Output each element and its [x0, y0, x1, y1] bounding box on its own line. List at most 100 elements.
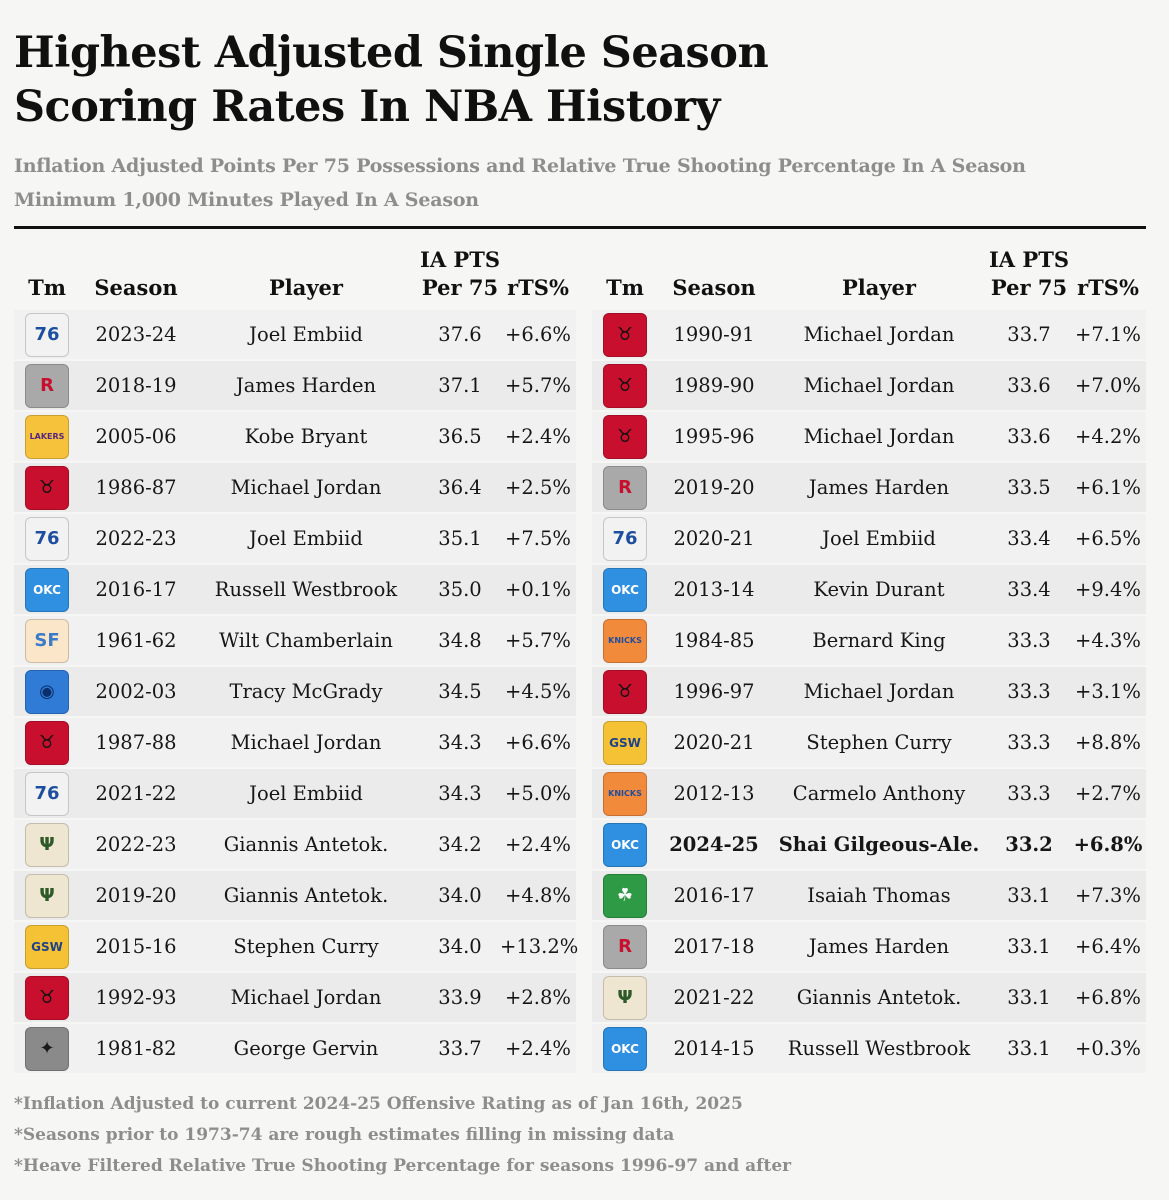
pts-cell: 37.1	[420, 361, 500, 410]
col-season-header: Season	[672, 275, 756, 300]
player-cell: James Harden	[192, 361, 420, 410]
team-cell: ♉	[14, 718, 80, 767]
player-cell: Giannis Antetok.	[192, 820, 420, 869]
team-logo-icon: ◉	[25, 669, 69, 714]
team-cell: OKC	[592, 1024, 658, 1073]
col-player-header: Player	[268, 275, 343, 300]
team-logo-mark: KNICKS	[608, 788, 642, 798]
col-pts-header-line-2: Per 75	[421, 275, 499, 300]
pts-cell: 33.7	[988, 310, 1070, 359]
pts-cell: 35.0	[420, 565, 500, 614]
season-cell: 2018-19	[80, 361, 192, 410]
rts-cell: +2.8%	[500, 973, 576, 1022]
team-cell: ♉	[592, 310, 658, 359]
team-cell: Ψ	[592, 973, 658, 1022]
team-logo-mark: R	[618, 935, 632, 957]
season-cell: 2012-13	[658, 769, 770, 818]
player-cell: Carmelo Anthony	[770, 769, 988, 818]
team-logo-mark: ♉	[616, 425, 634, 447]
pts-cell: 36.5	[420, 412, 500, 461]
team-cell: LAKERS	[14, 412, 80, 461]
col-team-header: Tm	[28, 275, 66, 300]
rts-cell: +8.8%	[1070, 718, 1146, 767]
team-logo-icon: KNICKS	[603, 618, 647, 663]
rts-cell: +6.8%	[1070, 973, 1146, 1022]
player-cell: Isaiah Thomas	[770, 871, 988, 920]
pts-cell: 33.1	[988, 871, 1070, 920]
player-cell: James Harden	[770, 463, 988, 512]
rts-cell: +6.4%	[1070, 922, 1146, 971]
team-logo-mark: GSW	[31, 939, 63, 954]
col-rts-header: rTS%	[507, 275, 569, 300]
team-logo-icon: ♉	[603, 414, 647, 459]
season-cell: 2023-24	[80, 310, 192, 359]
season-cell: 2024-25	[658, 820, 770, 869]
team-logo-icon: 76	[25, 312, 69, 357]
col-rts-header: rTS%	[1077, 275, 1139, 300]
rts-cell: +7.0%	[1070, 361, 1146, 410]
rts-cell: +3.1%	[1070, 667, 1146, 716]
table-row: ☘ 2016-17 Isaiah Thomas 33.1 +7.3%	[592, 871, 1146, 920]
team-cell: 76	[14, 310, 80, 359]
page-title: Highest Adjusted Single Season Scoring R…	[14, 26, 769, 134]
team-cell: KNICKS	[592, 616, 658, 665]
table-row: GSW 2015-16 Stephen Curry 34.0 +13.2%	[14, 922, 578, 971]
player-cell: Bernard King	[770, 616, 988, 665]
left-table-body: 76 2023-24 Joel Embiid 37.6 +6.6% R 2018-19 Jam…	[14, 310, 578, 1073]
team-logo-icon: Ψ	[25, 822, 69, 867]
table-row: ◉ 2002-03 Tracy McGrady 34.5 +4.5%	[14, 667, 576, 716]
season-cell: 2016-17	[80, 565, 192, 614]
table-row: 76 2020-21 Joel Embiid 33.4 +6.5%	[592, 514, 1146, 563]
col-team-header: Tm	[606, 275, 644, 300]
rts-cell: +7.1%	[1070, 310, 1146, 359]
team-cell: SF	[14, 616, 80, 665]
rts-cell: +5.0%	[500, 769, 576, 818]
player-cell: Michael Jordan	[770, 667, 988, 716]
season-cell: 2005-06	[80, 412, 192, 461]
table-row: 76 2023-24 Joel Embiid 37.6 +6.6%	[14, 310, 576, 359]
season-cell: 2002-03	[80, 667, 192, 716]
rts-cell: +9.4%	[1070, 565, 1146, 614]
team-logo-icon: R	[25, 363, 69, 408]
pts-cell: 33.4	[988, 565, 1070, 614]
team-cell: GSW	[14, 922, 80, 971]
table-row: OKC 2014-15 Russell Westbrook 33.1 +0.3%	[592, 1024, 1146, 1073]
rts-cell: +2.4%	[500, 820, 576, 869]
pts-cell: 33.5	[988, 463, 1070, 512]
season-cell: 2021-22	[80, 769, 192, 818]
table-row: Ψ 2022-23 Giannis Antetok. 34.2 +2.4%	[14, 820, 576, 869]
team-logo-mark: OKC	[611, 1041, 639, 1056]
team-logo-mark: OKC	[33, 582, 61, 597]
pts-cell: 33.1	[988, 1024, 1070, 1073]
pts-cell: 33.6	[988, 361, 1070, 410]
pts-cell: 34.8	[420, 616, 500, 665]
rts-cell: +0.3%	[1070, 1024, 1146, 1073]
left-header-row: Tm Season Player IA PTS Per 75 rTS%	[14, 246, 576, 308]
team-logo-mark: ☘	[616, 884, 634, 906]
rts-cell: +5.7%	[500, 616, 576, 665]
player-cell: Tracy McGrady	[192, 667, 420, 716]
table-row: ♉ 1996-97 Michael Jordan 33.3 +3.1%	[592, 667, 1146, 716]
team-logo-mark: ♉	[616, 323, 634, 345]
table-row: GSW 2020-21 Stephen Curry 33.3 +8.8%	[592, 718, 1146, 767]
title-divider	[14, 226, 1146, 229]
table-row: LAKERS 2005-06 Kobe Bryant 36.5 +2.4%	[14, 412, 576, 461]
team-logo-icon: LAKERS	[25, 414, 69, 459]
table-row: Ψ 2019-20 Giannis Antetok. 34.0 +4.8%	[14, 871, 576, 920]
right-header-row: Tm Season Player IA PTS Per 75 rTS%	[592, 246, 1146, 308]
player-cell: Giannis Antetok.	[770, 973, 988, 1022]
player-cell: Kevin Durant	[770, 565, 988, 614]
team-logo-mark: ♉	[616, 680, 634, 702]
rts-cell: +4.5%	[500, 667, 576, 716]
team-logo-icon: 76	[25, 771, 69, 816]
season-cell: 2020-21	[658, 514, 770, 563]
team-logo-mark: OKC	[611, 582, 639, 597]
rts-cell: +2.7%	[1070, 769, 1146, 818]
footnote-1: *Inflation Adjusted to current 2024-25 O…	[14, 1094, 743, 1114]
player-cell: Michael Jordan	[192, 973, 420, 1022]
table-row: KNICKS 1984-85 Bernard King 33.3 +4.3%	[592, 616, 1146, 665]
team-logo-mark: 76	[612, 527, 638, 549]
season-cell: 1981-82	[80, 1024, 192, 1073]
team-logo-icon: ☘	[603, 873, 647, 918]
pts-cell: 34.3	[420, 769, 500, 818]
